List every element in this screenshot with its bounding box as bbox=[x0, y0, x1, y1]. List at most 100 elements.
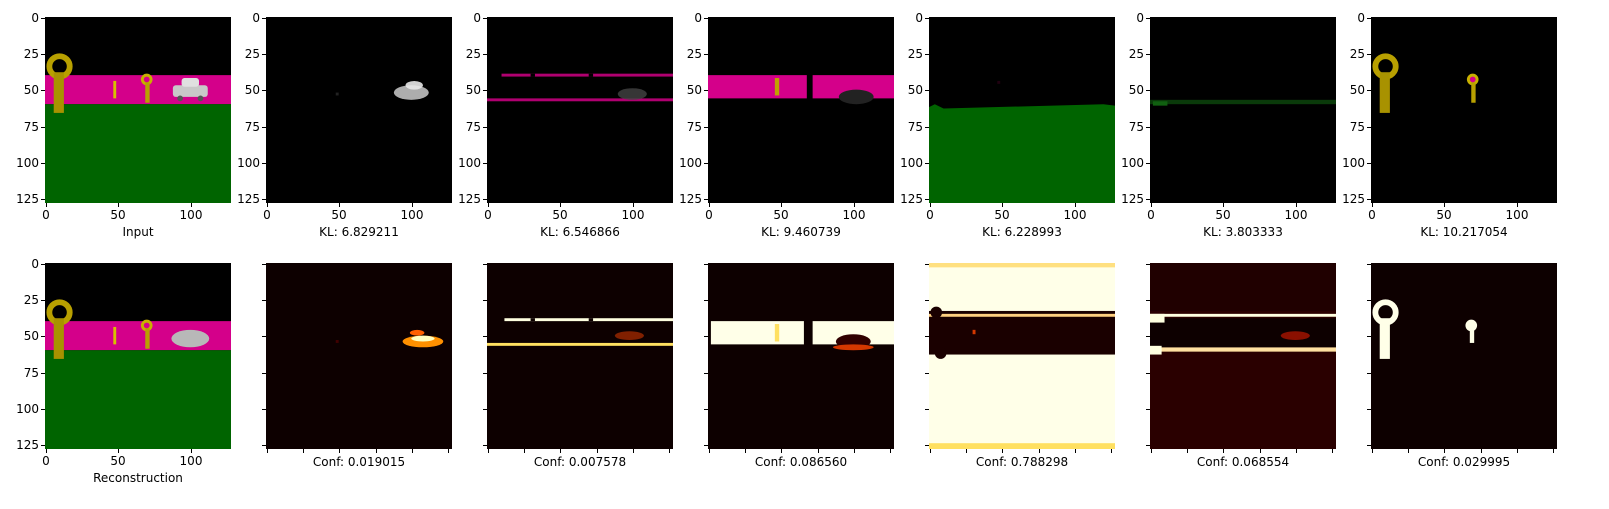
y-tick-label: 125 bbox=[1342, 192, 1365, 206]
y-tick-mark bbox=[262, 373, 266, 374]
x-tick-mark bbox=[191, 203, 192, 207]
y-tick-mark bbox=[704, 199, 708, 200]
y-tick-label: 0 bbox=[694, 11, 702, 25]
y-tick-mark bbox=[1146, 300, 1150, 301]
x-tick-mark bbox=[339, 203, 340, 207]
y-tick-label: 100 bbox=[237, 156, 260, 170]
y-tick-mark bbox=[704, 54, 708, 55]
x-tick-mark bbox=[1372, 449, 1373, 453]
y-tick-mark bbox=[925, 409, 929, 410]
x-tick-mark bbox=[412, 449, 413, 453]
y-tick-mark bbox=[262, 300, 266, 301]
y-tick-mark bbox=[1367, 409, 1371, 410]
y-tick-label: 25 bbox=[23, 47, 39, 61]
x-tick-label: 0 bbox=[484, 208, 492, 222]
y-tick-label: 50 bbox=[686, 83, 702, 97]
y-tick-label: 0 bbox=[915, 11, 923, 25]
y-tick-label: 0 bbox=[252, 11, 260, 25]
x-tick-mark bbox=[1332, 449, 1333, 453]
y-tick-mark bbox=[1146, 264, 1150, 265]
y-tick-label: 25 bbox=[1128, 47, 1144, 61]
y-tick-mark bbox=[1367, 54, 1371, 55]
x-tick-mark bbox=[118, 203, 119, 207]
reconstruction-image bbox=[45, 263, 231, 449]
x-tick-mark bbox=[1296, 203, 1297, 207]
x-tick-mark bbox=[118, 449, 119, 453]
x-tick-label: 0 bbox=[1147, 208, 1155, 222]
y-tick-mark bbox=[262, 445, 266, 446]
y-tick-mark bbox=[483, 264, 487, 265]
y-tick-mark bbox=[483, 199, 487, 200]
x-tick-mark bbox=[1223, 449, 1224, 453]
x-tick-mark bbox=[1002, 203, 1003, 207]
x-tick-mark bbox=[1408, 449, 1409, 453]
y-tick-mark bbox=[704, 90, 708, 91]
y-tick-mark bbox=[1146, 445, 1150, 446]
panel-caption: KL: 6.829211 bbox=[319, 225, 399, 239]
y-tick-mark bbox=[1367, 445, 1371, 446]
x-tick-label: 100 bbox=[1063, 208, 1087, 222]
y-tick-mark bbox=[41, 300, 45, 301]
y-tick-mark bbox=[1367, 300, 1371, 301]
y-tick-label: 25 bbox=[465, 47, 481, 61]
y-tick-label: 100 bbox=[16, 156, 39, 170]
y-tick-mark bbox=[1367, 373, 1371, 374]
y-tick-mark bbox=[925, 373, 929, 374]
y-tick-mark bbox=[925, 127, 929, 128]
x-tick-label: 0 bbox=[42, 454, 50, 468]
y-tick-mark bbox=[925, 264, 929, 265]
y-tick-label: 75 bbox=[907, 120, 923, 134]
y-tick-label: 75 bbox=[1128, 120, 1144, 134]
y-tick-mark bbox=[262, 409, 266, 410]
y-tick-mark bbox=[704, 445, 708, 446]
y-tick-label: 100 bbox=[679, 156, 702, 170]
slot-2-mask bbox=[487, 17, 673, 203]
x-tick-mark bbox=[966, 449, 967, 453]
x-tick-label: 0 bbox=[1368, 208, 1376, 222]
y-tick-mark bbox=[704, 300, 708, 301]
y-tick-label: 25 bbox=[244, 47, 260, 61]
y-tick-label: 125 bbox=[16, 192, 39, 206]
x-tick-mark bbox=[781, 203, 782, 207]
slot-2-confidence bbox=[487, 263, 673, 449]
y-tick-label: 75 bbox=[465, 120, 481, 134]
y-tick-mark bbox=[262, 54, 266, 55]
y-tick-label: 50 bbox=[1128, 83, 1144, 97]
x-tick-mark bbox=[1002, 449, 1003, 453]
y-tick-mark bbox=[704, 336, 708, 337]
x-tick-mark bbox=[1296, 449, 1297, 453]
x-tick-label: 50 bbox=[110, 454, 126, 468]
y-tick-label: 100 bbox=[458, 156, 481, 170]
x-tick-mark bbox=[191, 449, 192, 453]
panel-caption: Conf: 0.086560 bbox=[754, 455, 848, 469]
y-tick-label: 125 bbox=[458, 192, 481, 206]
x-tick-mark bbox=[1517, 449, 1518, 453]
x-tick-mark bbox=[46, 449, 47, 453]
y-tick-mark bbox=[1367, 163, 1371, 164]
y-tick-label: 75 bbox=[1349, 120, 1365, 134]
y-tick-label: 50 bbox=[907, 83, 923, 97]
x-tick-mark bbox=[560, 203, 561, 207]
panel-caption: Input bbox=[122, 225, 154, 239]
panel-caption: Conf: 0.788298 bbox=[975, 455, 1069, 469]
y-tick-label: 0 bbox=[473, 11, 481, 25]
y-tick-label: 100 bbox=[1342, 156, 1365, 170]
x-tick-mark bbox=[1444, 203, 1445, 207]
y-tick-mark bbox=[1146, 336, 1150, 337]
x-tick-mark bbox=[1151, 203, 1152, 207]
y-tick-label: 25 bbox=[907, 47, 923, 61]
y-tick-mark bbox=[704, 163, 708, 164]
x-tick-mark bbox=[267, 203, 268, 207]
x-tick-mark bbox=[709, 449, 710, 453]
x-tick-mark bbox=[303, 449, 304, 453]
x-tick-mark bbox=[412, 203, 413, 207]
x-tick-mark bbox=[1187, 449, 1188, 453]
y-tick-mark bbox=[1367, 336, 1371, 337]
y-tick-mark bbox=[1146, 18, 1150, 19]
x-tick-label: 0 bbox=[926, 208, 934, 222]
slot-4-confidence bbox=[929, 263, 1115, 449]
x-tick-mark bbox=[448, 449, 449, 453]
y-tick-label: 50 bbox=[1349, 83, 1365, 97]
y-tick-mark bbox=[1367, 18, 1371, 19]
y-tick-mark bbox=[704, 264, 708, 265]
